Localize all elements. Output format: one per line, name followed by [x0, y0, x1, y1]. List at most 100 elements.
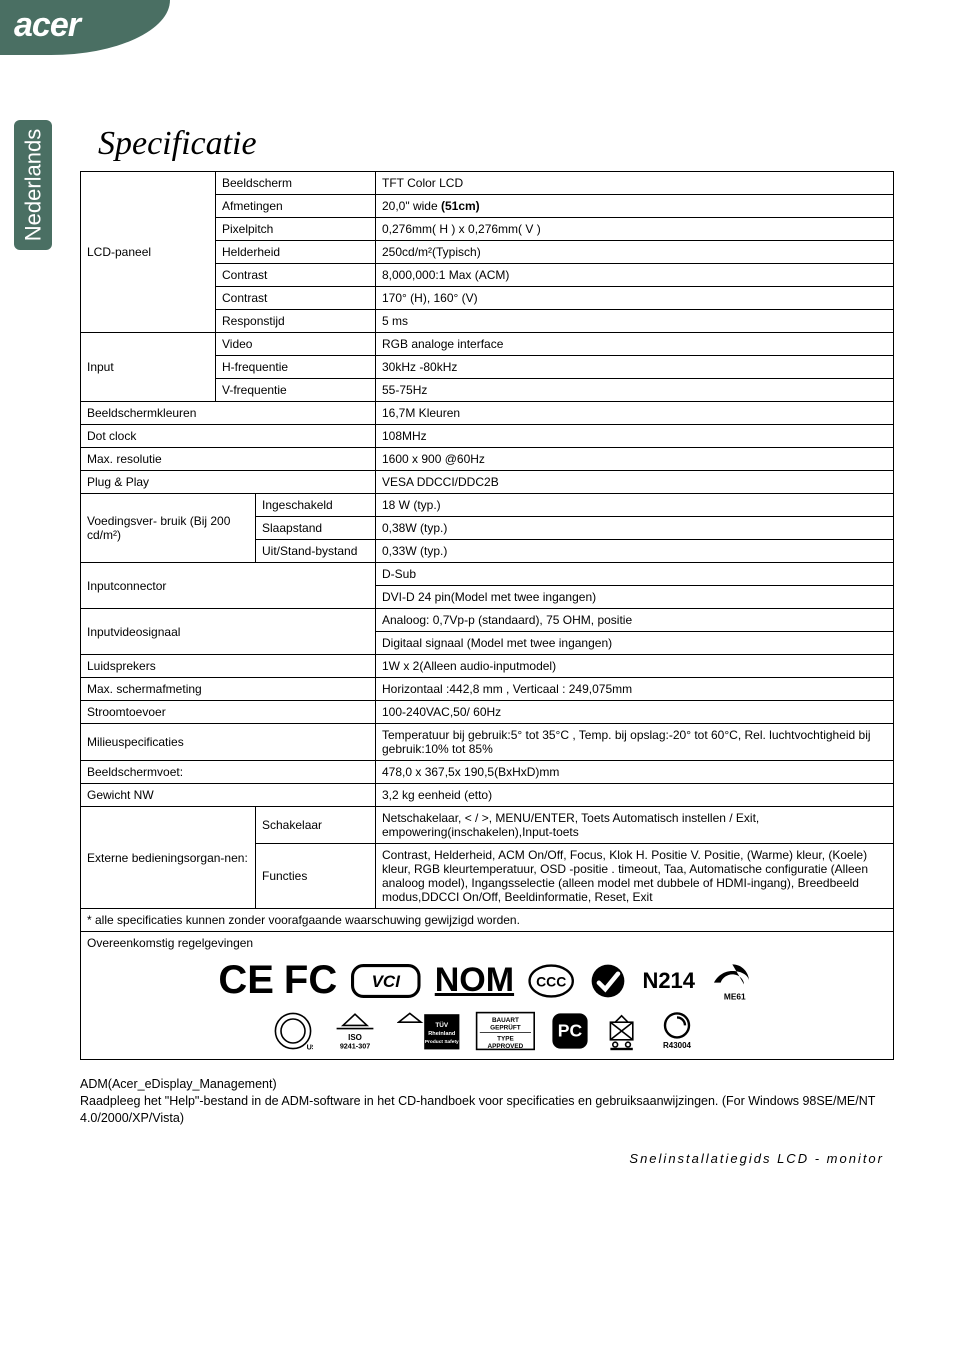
footer-line2: Raadpleeg het "Help"-bestand in de ADM-s… — [80, 1093, 894, 1127]
group-label: Input — [81, 333, 216, 402]
spec-val: 250cd/m²(Typisch) — [376, 241, 894, 264]
spec-val: 30kHz -80kHz — [376, 356, 894, 379]
spec-val: Horizontaal :442,8 mm , Verticaal : 249,… — [376, 678, 894, 701]
spec-val: 108MHz — [376, 425, 894, 448]
fc-icon: FC — [284, 958, 337, 1003]
spec-sub: Beeldscherm — [216, 172, 376, 195]
n214-icon: N214 — [642, 968, 695, 994]
spec-val: 0,38W (typ.) — [376, 517, 894, 540]
tuv-icon: TÜV Rheinland Product Safety — [397, 1011, 461, 1051]
spec-val: DVI-D 24 pin(Model met twee ingangen) — [376, 586, 894, 609]
table-row: Inputconnector D-Sub — [81, 563, 894, 586]
svg-text:Rheinland: Rheinland — [428, 1031, 456, 1037]
spec-val: Netschakelaar, < / >, MENU/ENTER, Toets … — [376, 807, 894, 844]
spec-table: LCD-paneel Beeldscherm TFT Color LCD Afm… — [80, 171, 894, 1060]
weee-icon — [604, 1011, 639, 1051]
table-row: Input Video RGB analoge interface — [81, 333, 894, 356]
spec-label: Inputvideosignaal — [81, 609, 376, 655]
table-row: Dot clock 108MHz — [81, 425, 894, 448]
spec-val: VESA DDCCI/DDC2B — [376, 471, 894, 494]
spec-sub: Functies — [256, 844, 376, 909]
cert-icons-row1: C E FC VCI NOM CCC N214 — [87, 954, 887, 1007]
svg-text:TÜV: TÜV — [435, 1020, 449, 1029]
table-row: Beeldschermkleuren 16,7M Kleuren — [81, 402, 894, 425]
spec-label: Beeldschermvoet: — [81, 761, 376, 784]
table-row: Max. schermafmeting Horizontaal :442,8 m… — [81, 678, 894, 701]
group-label: LCD-paneel — [81, 172, 216, 333]
vci-icon: VCI — [351, 964, 421, 998]
spec-val: D-Sub — [376, 563, 894, 586]
svg-text:ISO: ISO — [348, 1033, 362, 1042]
spec-val: 16,7M Kleuren — [376, 402, 894, 425]
svg-text:BAUART: BAUART — [492, 1017, 519, 1024]
brand-logo-text: acer — [14, 6, 80, 45]
table-row: Gewicht NW 3,2 kg eenheid (etto) — [81, 784, 894, 807]
svg-text:R43004: R43004 — [663, 1041, 692, 1050]
spec-label: Beeldschermkleuren — [81, 402, 376, 425]
cert-cell: Overeenkomstig regelgevingen C E FC VCI … — [81, 932, 894, 1060]
spec-val: 55-75Hz — [376, 379, 894, 402]
spec-val: RGB analoge interface — [376, 333, 894, 356]
spec-label: Dot clock — [81, 425, 376, 448]
brand-header: acer — [0, 0, 170, 55]
table-row: Milieuspecificaties Temperatuur bij gebr… — [81, 724, 894, 761]
spec-sub: Contrast — [216, 264, 376, 287]
group-label: Externe bedieningsorgan-nen: — [81, 807, 256, 909]
spec-val: Temperatuur bij gebruik:5° tot 35°C , Te… — [376, 724, 894, 761]
spec-label: Luidsprekers — [81, 655, 376, 678]
spec-val: 0,276mm( H ) x 0,276mm( V ) — [376, 218, 894, 241]
spec-label: Max. resolutie — [81, 448, 376, 471]
spec-val: Contrast, Helderheid, ACM On/Off, Focus,… — [376, 844, 894, 909]
spec-val: 8,000,000:1 Max (ACM) — [376, 264, 894, 287]
svg-text:PC: PC — [558, 1021, 583, 1041]
table-row: Luidsprekers 1W x 2(Alleen audio-inputmo… — [81, 655, 894, 678]
spec-sub: Schakelaar — [256, 807, 376, 844]
svg-text:9241-307: 9241-307 — [340, 1042, 370, 1051]
spec-sub: Ingeschakeld — [256, 494, 376, 517]
table-row: LCD-paneel Beeldscherm TFT Color LCD — [81, 172, 894, 195]
spec-val: 478,0 x 367,5x 190,5(BxHxD)mm — [376, 761, 894, 784]
table-row: Plug & Play VESA DDCCI/DDC2B — [81, 471, 894, 494]
nrtl-icon: US — [273, 1011, 313, 1051]
spec-val: Digitaal signaal (Model met twee ingange… — [376, 632, 894, 655]
table-row: Max. resolutie 1600 x 900 @60Hz — [81, 448, 894, 471]
table-row: Beeldschermvoet: 478,0 x 367,5x 190,5(Bx… — [81, 761, 894, 784]
bauart-icon: BAUARTGEPRÜFT TYPEAPPROVED — [475, 1011, 536, 1051]
spec-val: Analoog: 0,7Vp-p (standaard), 75 OHM, po… — [376, 609, 894, 632]
svg-text:Product Safety: Product Safety — [425, 1039, 459, 1045]
spec-val: TFT Color LCD — [376, 172, 894, 195]
gost-icon: PC — [550, 1011, 590, 1051]
ccc-icon: CCC — [528, 964, 574, 998]
footer-line1: ADM(Acer_eDisplay_Management) — [80, 1076, 894, 1093]
svg-text:CCC: CCC — [536, 973, 566, 989]
spec-val: 0,33W (typ.) — [376, 540, 894, 563]
table-row: Overeenkomstig regelgevingen C E FC VCI … — [81, 932, 894, 1060]
spec-val: 3,2 kg eenheid (etto) — [376, 784, 894, 807]
svg-text:GEPRÜFT: GEPRÜFT — [490, 1022, 521, 1031]
language-label: Nederlands — [20, 129, 46, 242]
svg-text:TYPE: TYPE — [497, 1036, 514, 1043]
cert-icons-row2: US ISO9241-307 TÜV Rheinland Product Safet… — [87, 1007, 887, 1055]
cert-label: Overeenkomstig regelgevingen — [87, 936, 887, 950]
r43004-icon: R43004 — [653, 1011, 701, 1051]
spec-label: Inputconnector — [81, 563, 376, 609]
spec-label: Plug & Play — [81, 471, 376, 494]
spec-sub: Responstijd — [216, 310, 376, 333]
svg-text:APPROVED: APPROVED — [488, 1043, 524, 1050]
spec-val: 5 ms — [376, 310, 894, 333]
table-row: Externe bedieningsorgan-nen: Schakelaar … — [81, 807, 894, 844]
spec-sub: Helderheid — [216, 241, 376, 264]
spec-val: 18 W (typ.) — [376, 494, 894, 517]
table-row: Inputvideosignaal Analoog: 0,7Vp-p (stan… — [81, 609, 894, 632]
table-row: Stroomtoevoer 100-240VAC,50/ 60Hz — [81, 701, 894, 724]
spec-note: * alle specificaties kunnen zonder voora… — [81, 909, 894, 932]
page-title: Specificatie — [98, 125, 894, 163]
spec-sub: V-frequentie — [216, 379, 376, 402]
table-row: * alle specificaties kunnen zonder voora… — [81, 909, 894, 932]
ctick-icon — [588, 961, 628, 1001]
spec-sub: Video — [216, 333, 376, 356]
ce-icon: C E — [218, 958, 270, 1003]
spec-label: Gewicht NW — [81, 784, 376, 807]
footer-right: Snelinstallatiegids LCD - monitor — [80, 1151, 884, 1166]
me61-icon: ME61 — [709, 961, 756, 1001]
